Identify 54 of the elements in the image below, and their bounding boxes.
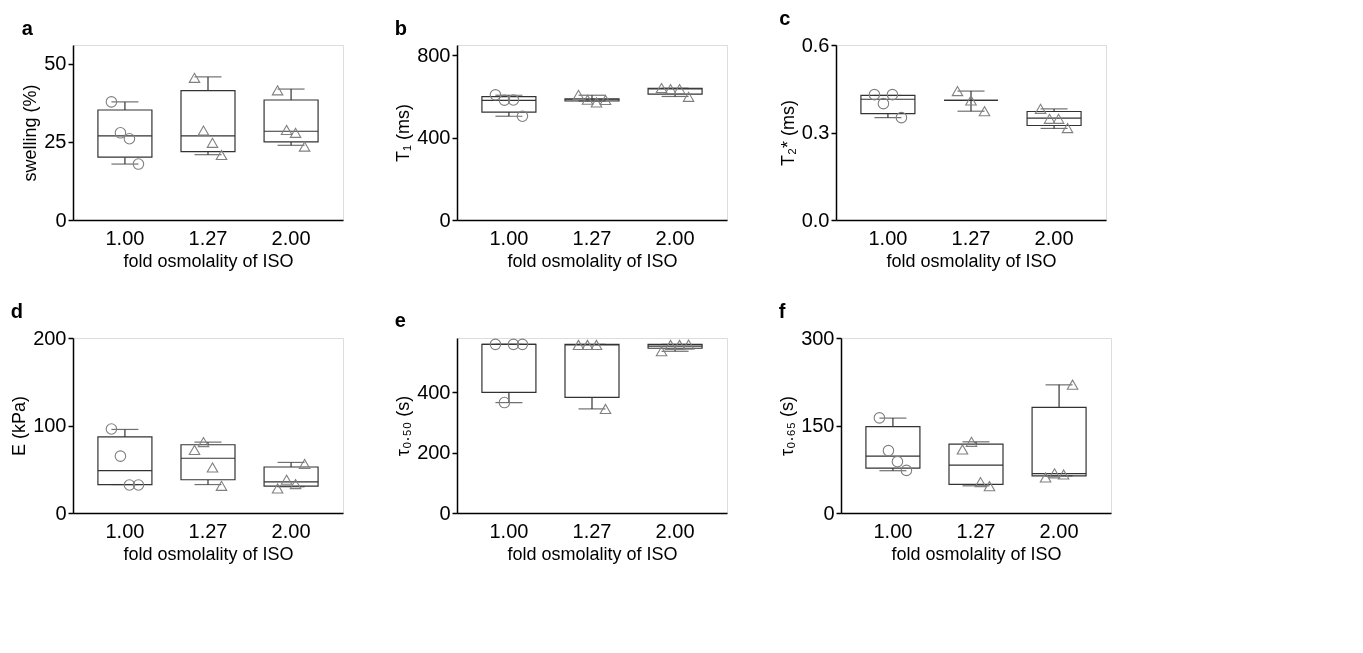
- y-axis-title: T₁ (ms): [393, 103, 414, 163]
- y-tick-label: 300: [801, 326, 835, 349]
- y-tick-label: 50: [44, 52, 67, 75]
- x-axis-title: fold osmolality of ISO: [507, 543, 678, 564]
- x-tick-label: 2.00: [1039, 519, 1079, 542]
- y-axis-title: τ₀.₅₀ (s): [393, 395, 414, 457]
- x-tick-label: 2.00: [271, 226, 311, 249]
- chart-title: d: [10, 300, 23, 322]
- x-tick-label: 1.27: [188, 226, 228, 249]
- y-tick-label: 150: [801, 414, 835, 436]
- y-tick-label: 0: [55, 501, 67, 524]
- x-axis-title: fold osmolality of ISO: [891, 543, 1062, 564]
- chart-title: a: [21, 17, 34, 39]
- y-tick-label: 0: [55, 208, 67, 231]
- y-axis-title: swelling (%): [20, 84, 41, 182]
- x-axis-title: fold osmolality of ISO: [123, 250, 294, 271]
- x-tick-label: 1.27: [951, 226, 991, 249]
- chart-title: e: [394, 308, 406, 331]
- y-tick-label: 0: [439, 208, 451, 231]
- y-tick-label: 200: [33, 326, 67, 349]
- y-axis-title: T₂* (ms): [777, 100, 798, 166]
- y-tick-label: 400: [417, 126, 451, 149]
- y-axis-title: E (kPa): [9, 395, 30, 457]
- x-tick-label: 1.00: [873, 519, 913, 542]
- x-tick-label: 1.00: [489, 226, 529, 249]
- x-tick-label: 1.27: [956, 519, 996, 542]
- y-tick-label: 400: [417, 380, 451, 403]
- y-tick-label: 0: [439, 501, 451, 524]
- y-tick-label: 0.3: [801, 121, 830, 143]
- y-tick-label: 0: [823, 501, 835, 524]
- x-axis-title: fold osmolality of ISO: [507, 250, 678, 271]
- x-tick-label: 1.00: [868, 226, 908, 249]
- x-tick-label: 2.00: [1034, 226, 1074, 249]
- x-tick-label: 2.00: [271, 519, 311, 542]
- chart-title: f: [778, 300, 786, 322]
- x-tick-label: 1.27: [572, 226, 612, 249]
- chart-title: b: [394, 17, 407, 39]
- y-tick-label: 100: [33, 414, 67, 436]
- x-tick-label: 1.27: [572, 519, 612, 542]
- x-tick-label: 1.00: [105, 226, 145, 249]
- y-tick-label: 800: [417, 43, 451, 66]
- x-axis-title: fold osmolality of ISO: [886, 250, 1057, 271]
- y-axis-title: τ₀.₆₅ (s): [777, 395, 798, 457]
- x-axis-title: fold osmolality of ISO: [123, 543, 294, 564]
- x-tick-label: 1.00: [105, 519, 145, 542]
- x-tick-label: 1.00: [489, 519, 529, 542]
- x-tick-label: 1.27: [188, 519, 228, 542]
- y-tick-label: 25: [44, 130, 67, 153]
- x-tick-label: 2.00: [655, 226, 695, 249]
- y-tick-label: 0.0: [801, 208, 830, 231]
- y-tick-label: 200: [417, 441, 451, 464]
- x-tick-label: 2.00: [655, 519, 695, 542]
- y-tick-label: 0.6: [801, 33, 830, 56]
- chart-title: c: [779, 7, 791, 29]
